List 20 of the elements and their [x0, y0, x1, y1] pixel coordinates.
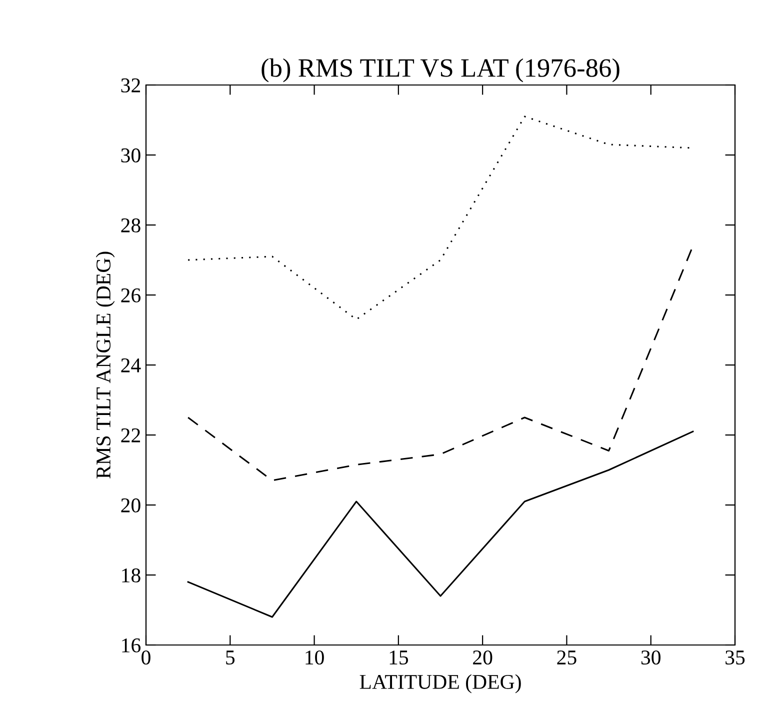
y-axis-title: RMS TILT ANGLE (DEG): [96, 252, 115, 479]
x-tick-label: 0: [142, 650, 150, 665]
y-tick-label: 22: [121, 428, 140, 442]
y-tick-label: 20: [121, 498, 140, 512]
x-tick-label: 20: [473, 650, 492, 665]
x-tick-label: 25: [557, 650, 576, 665]
y-tick-label: 24: [121, 358, 141, 372]
x-tick-label: 10: [306, 650, 324, 665]
y-tick-label: 18: [122, 568, 140, 582]
x-tick-label: 30: [641, 650, 660, 665]
y-tick-label: 28: [121, 218, 140, 232]
x-tick-label: 15: [390, 650, 408, 665]
y-tick-label: 32: [121, 78, 140, 92]
x-tick-label: 5: [226, 650, 235, 665]
y-tick-label: 30: [121, 148, 140, 162]
x-tick-label: 35: [726, 650, 745, 665]
y-tick-label: 26: [121, 288, 141, 302]
y-tick-label: 16: [122, 638, 141, 652]
x-axis-title: LATITUDE (DEG): [360, 674, 521, 694]
chart-title: (b) RMS TILT VS LAT (1976-86): [262, 58, 620, 82]
